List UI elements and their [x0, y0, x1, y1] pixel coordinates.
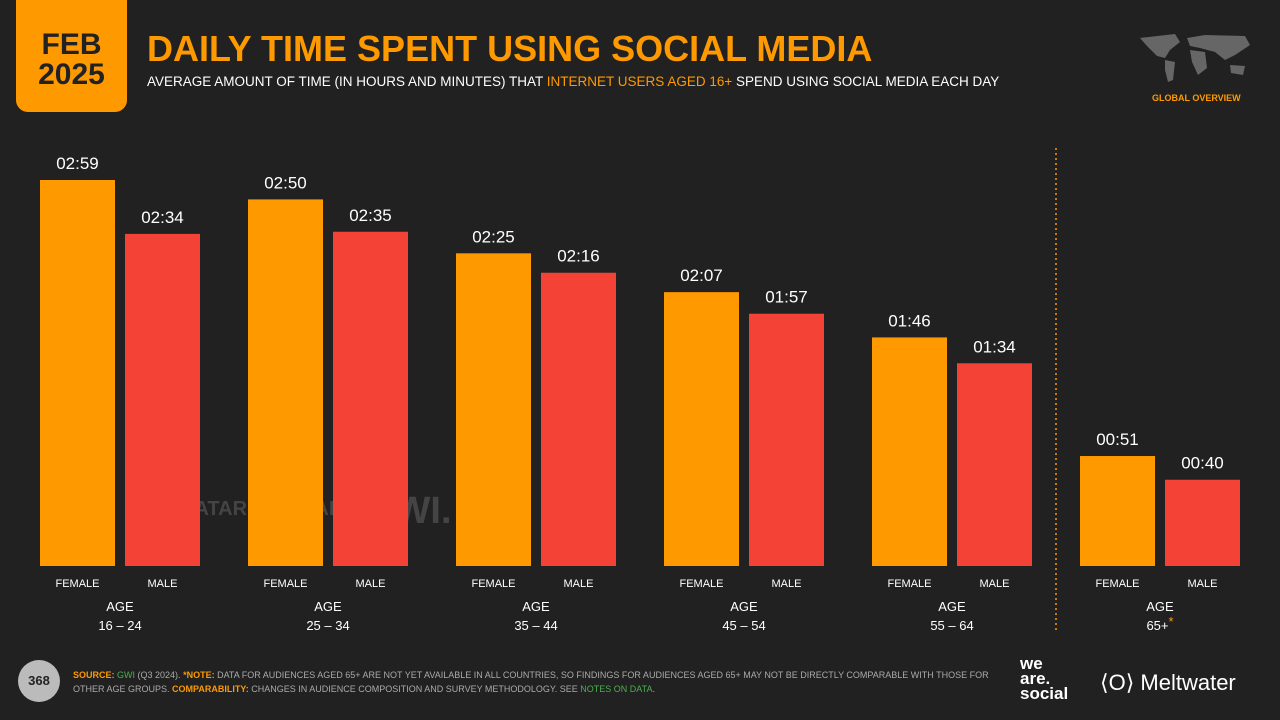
bar-male — [957, 363, 1032, 566]
category-label-line2: 25 – 34 — [306, 618, 349, 633]
page-number: 368 — [18, 660, 60, 702]
series-label: FEMALE — [471, 578, 515, 590]
series-label: MALE — [356, 578, 386, 590]
bar-female — [40, 180, 115, 566]
category-label-line2: 55 – 64 — [930, 618, 973, 633]
series-label: FEMALE — [1095, 578, 1139, 590]
bar-male — [541, 272, 616, 566]
series-label: MALE — [772, 578, 802, 590]
category-label-line1: AGE — [938, 599, 966, 614]
bar-female — [872, 337, 947, 566]
meltwater-logo: ⟨O⟩ Meltwater — [1100, 670, 1236, 695]
data-label: 02:16 — [557, 247, 600, 266]
category-label-line2: 45 – 54 — [722, 618, 765, 633]
bar-female — [456, 253, 531, 567]
data-label: 00:40 — [1181, 454, 1224, 473]
data-label: 02:59 — [56, 154, 99, 173]
series-label: FEMALE — [55, 578, 99, 590]
bar-female — [664, 292, 739, 566]
category-label-line1: AGE — [730, 599, 758, 614]
data-label: 02:35 — [349, 206, 392, 225]
month: FEB — [41, 28, 102, 61]
data-label: 02:50 — [264, 173, 307, 192]
bar-female — [248, 199, 323, 566]
footer-notes: SOURCE: GWI (Q3 2024). *NOTE: DATA FOR A… — [73, 670, 989, 694]
series-label: MALE — [564, 578, 594, 590]
bar-female — [1080, 456, 1155, 566]
data-label: 02:25 — [472, 227, 515, 246]
category-label-line2: 65+* — [1146, 614, 1173, 633]
bar-male — [333, 231, 408, 566]
data-label: 01:57 — [765, 288, 808, 307]
we-are-social-logo: we are. social — [1020, 654, 1069, 703]
global-overview-label: GLOBAL OVERVIEW — [1152, 93, 1241, 103]
series-label: MALE — [980, 578, 1010, 590]
category-label-line1: AGE — [106, 599, 134, 614]
category-label-line2: 16 – 24 — [98, 618, 141, 633]
series-label: FEMALE — [887, 578, 931, 590]
category-label-line1: AGE — [314, 599, 342, 614]
category-label-line2: 35 – 44 — [514, 618, 557, 633]
category-label-line1: AGE — [1146, 599, 1174, 614]
year: 2025 — [38, 58, 105, 91]
bar-chart: 02:59 FEMALE 02:34 MALE AGE 16 – 24 02:50 FEMAL… — [40, 148, 1240, 633]
series-label: FEMALE — [679, 578, 723, 590]
page-title: DAILY TIME SPENT USING SOCIAL MEDIA — [147, 28, 873, 69]
world-map-icon — [1140, 34, 1250, 82]
series-label: FEMALE — [263, 578, 307, 590]
data-label: 00:51 — [1096, 430, 1139, 449]
data-label: 02:34 — [141, 208, 184, 227]
bar-male — [1165, 479, 1240, 566]
bar-male — [749, 313, 824, 566]
category-label-line1: AGE — [522, 599, 550, 614]
subtitle: AVERAGE AMOUNT OF TIME (IN HOURS AND MIN… — [147, 74, 1000, 89]
series-label: MALE — [1188, 578, 1218, 590]
data-label: 01:34 — [973, 337, 1016, 356]
bar-male — [125, 233, 200, 566]
date-badge: FEB 2025 — [16, 0, 127, 112]
data-label: 01:46 — [888, 311, 931, 330]
notes-on-data-link[interactable]: NOTES ON DATA — [580, 684, 653, 694]
data-label: 02:07 — [680, 266, 723, 285]
series-label: MALE — [148, 578, 178, 590]
